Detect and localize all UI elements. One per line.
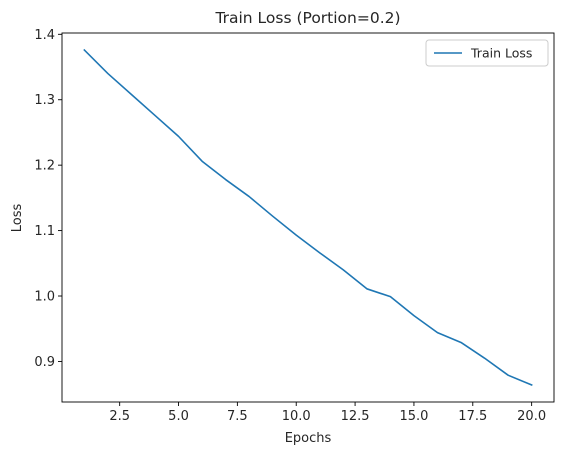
y-axis-ticks: 0.9 1.0 1.1 1.2 1.3 1.4: [34, 28, 62, 370]
x-tick-label: 5.0: [168, 409, 189, 424]
legend: Train Loss: [425, 39, 549, 67]
x-tick-label: 7.5: [227, 409, 248, 424]
legend-label: Train Loss: [470, 46, 532, 61]
y-tick-label: 1.1: [34, 224, 55, 239]
y-tick-label: 1.4: [34, 28, 55, 43]
axes-frame: [61, 32, 555, 403]
x-tick-label: 15.0: [399, 409, 428, 424]
plot-area: [61, 32, 555, 403]
y-tick-label: 1.2: [34, 159, 55, 174]
x-axis-ticks: 2.5 5.0 7.5 10.0 12.5 15.0 17.5 20.0: [109, 402, 546, 424]
x-tick-label: 20.0: [517, 409, 546, 424]
y-tick-label: 0.9: [34, 355, 55, 370]
x-axis-label: Epochs: [285, 431, 332, 446]
x-tick-label: 10.0: [282, 409, 311, 424]
legend-box: [425, 39, 549, 67]
chart-title: Train Loss (Portion=0.2): [214, 9, 400, 27]
y-tick-label: 1.3: [34, 93, 55, 108]
y-tick-label: 1.0: [34, 290, 55, 305]
x-tick-label: 2.5: [109, 409, 130, 424]
x-tick-label: 17.5: [458, 409, 487, 424]
x-tick-label: 12.5: [341, 409, 370, 424]
series-line-0: [83, 48, 533, 387]
y-axis-label: Loss: [10, 204, 25, 233]
